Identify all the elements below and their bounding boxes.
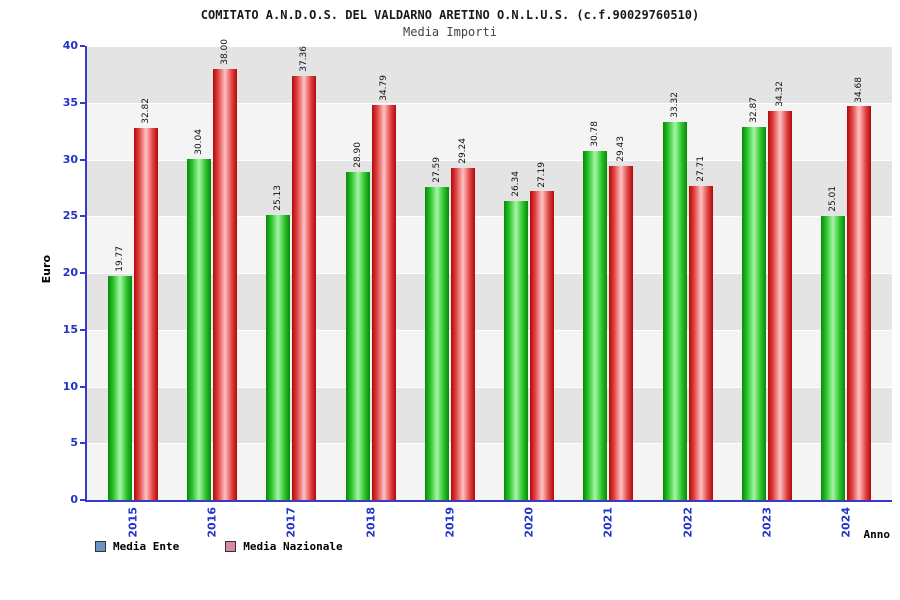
y-tick-mark [80, 45, 85, 47]
bar-media-ente-2016: 30.04 [186, 129, 211, 500]
bar-group-2017: 25.13 37.36 2017 [252, 46, 331, 538]
x-tick-label: 2019 [443, 507, 457, 538]
x-tick-label: 2022 [681, 507, 695, 538]
bar-media-ente-2019: 27.59 [424, 157, 449, 500]
legend-swatch-media-nazionale [225, 541, 237, 552]
bar-value-label: 38.00 [219, 38, 230, 65]
y-tick-mark [80, 158, 85, 161]
x-axis-title: Anno [863, 528, 891, 541]
y-tick-label: 20 [62, 266, 78, 279]
bar-value-label: 25.13 [273, 185, 284, 211]
bar-value-label: 25.01 [828, 186, 839, 213]
bar-value-label: 34.68 [854, 76, 865, 103]
y-tick-mark [80, 442, 85, 445]
bar-value-label: 27.19 [537, 161, 548, 188]
y-tick-mark [80, 215, 85, 218]
bar-media-ente-2024: 25.01 [821, 186, 846, 500]
bar-media-nazionale-2024: 34.68 [847, 77, 872, 500]
bar-media-nazionale-2017: 37.36 [292, 46, 317, 500]
x-tick-label: 2015 [126, 507, 140, 538]
bar-value-label: 32.82 [140, 97, 151, 124]
y-tick-label: 35 [62, 95, 78, 109]
x-tick-label: 2024 [839, 507, 853, 538]
y-tick-label: 25 [62, 209, 78, 223]
bar-media-ente-2015: 19.77 [107, 246, 132, 500]
y-tick-label: 30 [62, 152, 78, 166]
bar-group-2024: 25.01 34.68 2024 [807, 46, 886, 538]
bar-groups: 19.77 32.82 2015 30.04 38.00 2016 25.13 37.36 20… [87, 39, 892, 538]
y-tick-mark [80, 328, 85, 331]
y-tick-label: 15 [62, 322, 78, 336]
y-tick-mark [80, 385, 85, 388]
bar-group-2022: 33.32 27.71 2022 [648, 46, 727, 538]
y-tick-label: 10 [62, 379, 78, 393]
bar-value-label: 29.43 [616, 136, 627, 162]
x-tick-label: 2020 [522, 507, 536, 538]
legend-swatch-media-ente [95, 541, 106, 552]
bar-value-label: 34.32 [775, 80, 786, 107]
bar-media-ente-2022: 33.32 [662, 92, 687, 500]
bar-value-label: 27.71 [695, 155, 706, 182]
bar-value-label: 37.36 [299, 46, 310, 72]
plot-area: 19.77 32.82 2015 30.04 38.00 2016 25.13 37.36 20… [85, 39, 892, 538]
bar-value-label: 19.77 [114, 245, 125, 272]
bar-value-label: 27.59 [431, 157, 442, 183]
y-tick-mark [80, 101, 85, 104]
legend-item-media-nazionale: Media Nazionale [225, 540, 343, 553]
bar-value-label: 26.34 [511, 171, 522, 197]
bar-value-label: 34.79 [378, 75, 389, 102]
x-tick-label: 2018 [364, 507, 378, 538]
bar-value-label: 32.87 [749, 97, 760, 123]
y-tick-label: 0 [70, 493, 78, 506]
chart-subtitle: Media Importi [403, 25, 497, 39]
bar-media-ente-2017: 25.13 [266, 185, 291, 500]
y-tick-label: 40 [62, 39, 78, 52]
bar-media-nazionale-2020: 27.19 [530, 162, 555, 500]
bar-group-2018: 28.90 34.79 2018 [331, 46, 410, 538]
bar-media-ente-2021: 30.78 [583, 121, 608, 500]
x-tick-label: 2021 [601, 507, 615, 538]
bar-group-2015: 19.77 32.82 2015 [93, 46, 172, 538]
legend-label-media-ente: Media Ente [113, 540, 180, 553]
bar-value-label: 29.24 [457, 138, 468, 165]
bar-group-2020: 26.34 27.19 2020 [489, 46, 568, 538]
x-tick-label: 2017 [284, 507, 298, 538]
bar-group-2021: 30.78 29.43 2021 [569, 46, 648, 538]
legend: Media Ente Media Nazionale [95, 540, 343, 553]
bar-media-nazionale-2021: 29.43 [609, 136, 634, 500]
bar-group-2023: 32.87 34.32 2023 [727, 46, 806, 538]
chart-title: COMITATO A.N.D.O.S. DEL VALDARNO ARETINO… [200, 8, 700, 22]
bar-media-ente-2023: 32.87 [742, 97, 767, 500]
bar-media-ente-2020: 26.34 [504, 171, 529, 500]
bar-media-nazionale-2016: 38.00 [212, 39, 237, 500]
bar-value-label: 28.90 [352, 142, 363, 168]
x-tick-label: 2016 [205, 507, 219, 538]
bar-media-nazionale-2022: 27.71 [688, 156, 713, 500]
bar-value-label: 33.32 [669, 92, 680, 118]
y-tick-label: 5 [70, 436, 78, 450]
bar-media-ente-2018: 28.90 [345, 142, 370, 500]
bar-media-nazionale-2018: 34.79 [371, 75, 396, 500]
bar-group-2016: 30.04 38.00 2016 [172, 39, 251, 538]
legend-label-media-nazionale: Media Nazionale [243, 540, 343, 553]
bar-group-2019: 27.59 29.24 2019 [410, 46, 489, 538]
y-tick-mark [80, 499, 85, 501]
bar-media-nazionale-2019: 29.24 [450, 138, 475, 500]
legend-item-media-ente: Media Ente [95, 540, 179, 553]
bar-value-label: 30.04 [193, 129, 204, 155]
bar-media-nazionale-2015: 32.82 [133, 98, 158, 500]
bar-media-nazionale-2023: 34.32 [768, 81, 793, 500]
x-tick-label: 2023 [760, 507, 774, 538]
bar-value-label: 30.78 [590, 120, 601, 147]
y-tick-mark [80, 272, 85, 274]
